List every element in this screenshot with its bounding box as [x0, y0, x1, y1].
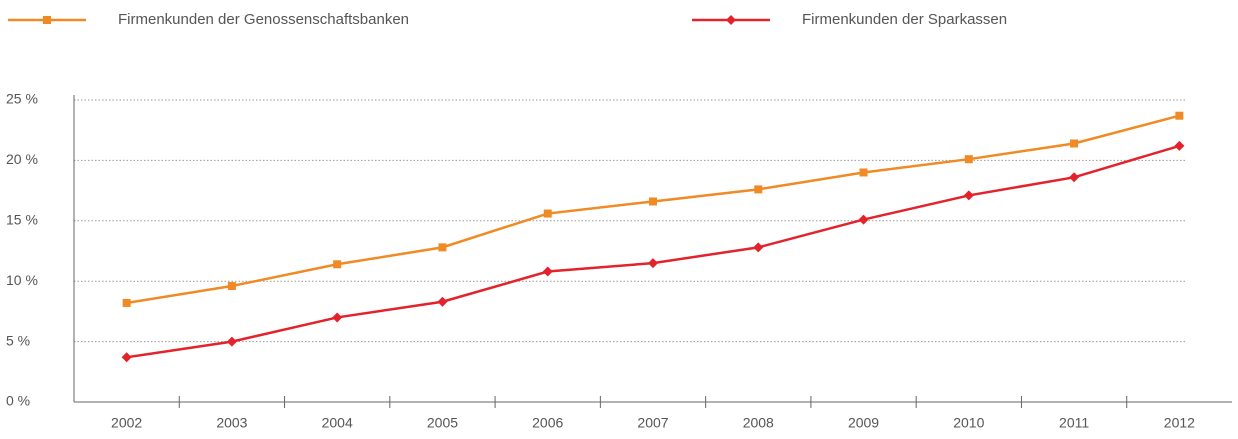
data-point	[333, 260, 342, 269]
y-tick-label: 20 %	[6, 151, 38, 167]
series-line	[126, 114, 1180, 305]
data-point	[648, 258, 658, 269]
x-tick-label: 2006	[532, 415, 563, 431]
x-tick-label: 2003	[216, 415, 247, 431]
x-tick-label: 2010	[953, 415, 984, 431]
data-point	[754, 185, 763, 194]
data-point	[227, 282, 236, 291]
x-tick-label: 2009	[848, 415, 879, 431]
data-point	[649, 197, 657, 206]
x-tick-label: 2012	[1164, 415, 1195, 431]
data-point	[1070, 139, 1079, 148]
x-tick-label: 2011	[1059, 415, 1089, 431]
data-point	[542, 266, 553, 277]
y-tick-label: 15 %	[6, 212, 38, 228]
data-point	[753, 242, 764, 253]
y-tick-label: 5 %	[6, 332, 30, 348]
legend-marker	[43, 16, 51, 24]
legend-label: Firmenkunden der Genossenschaftsbanken	[118, 11, 409, 28]
data-point	[963, 190, 974, 201]
data-point	[1175, 111, 1184, 120]
x-tick-label: 2005	[427, 415, 458, 431]
y-tick-label: 0 %	[6, 393, 30, 409]
y-tick-label: 10 %	[6, 272, 38, 288]
legend-label: Firmenkunden der Sparkassen	[802, 11, 1007, 28]
data-point	[1174, 140, 1185, 151]
x-tick-label: 2002	[111, 415, 142, 431]
data-point	[122, 298, 131, 307]
data-point	[438, 243, 447, 252]
data-point	[226, 336, 237, 347]
data-point	[858, 214, 869, 225]
data-point	[543, 209, 552, 218]
data-point	[437, 296, 448, 307]
legend-marker	[726, 15, 736, 25]
data-point	[332, 312, 343, 323]
data-point	[964, 155, 973, 164]
y-tick-label: 25 %	[6, 91, 38, 107]
data-point	[121, 352, 132, 363]
x-tick-label: 2007	[637, 415, 668, 431]
data-point	[859, 168, 868, 177]
x-tick-label: 2004	[322, 415, 353, 431]
data-point	[1069, 172, 1080, 183]
x-tick-label: 2008	[743, 415, 774, 431]
series-line	[126, 144, 1180, 359]
